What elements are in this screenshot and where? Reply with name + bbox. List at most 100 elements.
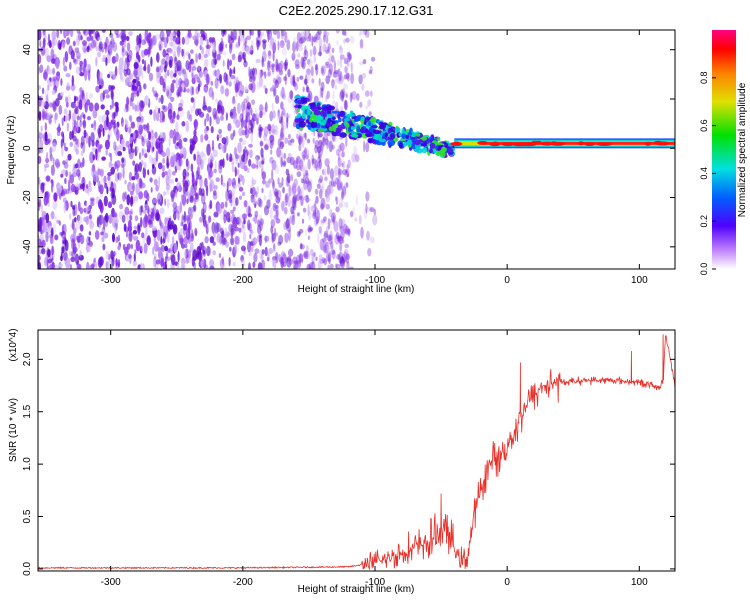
spectrogram-noise-blob xyxy=(243,60,248,68)
spectrogram-noise-blob xyxy=(198,70,203,78)
spectrogram-noise-blob xyxy=(297,53,301,58)
spectrogram-noise-blob xyxy=(307,210,312,221)
spectrogram-noise-blob xyxy=(346,51,351,58)
spectrogram-noise-blob xyxy=(150,56,153,67)
spectrogram-noise-blob xyxy=(89,93,94,99)
spectrogram-noise-blob xyxy=(63,115,66,122)
spectrogram-noise-blob xyxy=(62,232,65,241)
spectrogram-noise-blob xyxy=(366,206,372,213)
spectrogram-noise-blob xyxy=(51,142,57,153)
spectrogram-noise-blob xyxy=(122,192,126,202)
spectrogram-noise-blob xyxy=(99,184,104,195)
spectrogram-noise-blob xyxy=(232,262,236,267)
spectrogram-noise-blob xyxy=(108,71,114,76)
spectrogram-noise-blob xyxy=(351,153,356,163)
spectrogram-noise-blob xyxy=(288,153,292,162)
spectrogram-band-blob xyxy=(312,116,317,123)
spectrogram-noise-blob xyxy=(335,177,339,185)
spectrogram-noise-blob xyxy=(287,139,292,146)
spectrogram-noise-blob xyxy=(314,144,319,154)
spectrogram-noise-blob xyxy=(267,252,270,262)
spectrogram-noise-blob xyxy=(164,198,167,206)
spectrogram-noise-blob xyxy=(54,113,57,124)
spectrogram-noise-blob xyxy=(341,189,344,199)
spectrogram-noise-blob xyxy=(58,104,63,115)
spectrogram-noise-blob xyxy=(317,262,322,269)
spectrogram-noise-blob xyxy=(278,69,284,76)
spectrogram-noise-blob xyxy=(126,96,130,107)
spectrogram-noise-blob xyxy=(320,65,326,76)
spectrogram-noise-blob xyxy=(286,257,292,268)
spectrogram-noise-blob xyxy=(105,57,108,66)
spectrogram-noise-blob xyxy=(167,178,173,184)
spectrogram-noise-blob xyxy=(329,168,334,180)
spectrogram-noise-blob xyxy=(228,81,232,87)
spectrogram-noise-blob xyxy=(305,74,308,86)
spectrogram-noise-blob xyxy=(121,214,126,223)
spectrogram-noise-blob xyxy=(254,210,259,218)
spectrogram-noise-blob xyxy=(320,219,325,227)
spectrogram-band-blob xyxy=(372,129,380,135)
spectrogram-noise-blob xyxy=(317,178,323,184)
spectrogram-noise-blob xyxy=(337,153,340,162)
spectrogram-noise-blob xyxy=(196,251,202,260)
spectrogram-noise-blob xyxy=(159,30,165,42)
spectrogram-noise-blob xyxy=(137,224,141,236)
spectrogram-noise-blob xyxy=(96,216,100,228)
spectrogram-noise-blob xyxy=(136,101,140,112)
spectrogram-band-blob xyxy=(332,125,337,133)
spectrogram-noise-blob xyxy=(272,51,275,62)
spectrogram-noise-blob xyxy=(49,114,53,119)
spectrogram-noise-blob xyxy=(302,174,306,185)
spectrogram-noise-blob xyxy=(98,41,103,50)
spectrogram-noise-blob xyxy=(340,257,346,269)
spectrogram-noise-blob xyxy=(257,219,261,228)
spectrogram-noise-blob xyxy=(220,214,225,221)
spectrogram-noise-blob xyxy=(266,199,271,209)
spectrogram-noise-blob xyxy=(228,256,231,267)
spectrogram-noise-blob xyxy=(153,198,158,204)
spectrogram-noise-blob xyxy=(116,33,120,38)
spectrogram-noise-blob xyxy=(38,148,41,155)
spectrogram-noise-blob xyxy=(242,53,245,60)
spectrogram-noise-blob xyxy=(74,186,79,193)
spectrogram-noise-blob xyxy=(317,232,320,244)
spectrogram-noise-blob xyxy=(342,223,348,235)
spectrogram-noise-blob xyxy=(254,108,258,114)
spectrogram-noise-blob xyxy=(259,111,263,119)
spectrogram-noise-blob xyxy=(155,212,160,222)
spectrogram-noise-blob xyxy=(142,166,146,179)
spectrogram-noise-blob xyxy=(75,235,80,241)
spectrogram-noise-blob xyxy=(295,64,300,70)
spectrogram-noise-blob xyxy=(260,252,264,263)
spectrogram-noise-blob xyxy=(369,207,375,213)
spectrogram-noise-blob xyxy=(238,51,244,61)
spectrogram-noise-blob xyxy=(169,115,174,124)
spectrogram-noise-blob xyxy=(312,137,315,144)
spectrogram-noise-blob xyxy=(233,146,238,157)
spectrogram-noise-blob xyxy=(298,46,304,52)
spectrogram-noise-blob xyxy=(93,257,96,263)
spectrogram-noise-blob xyxy=(296,133,299,140)
spectrogram-noise-blob xyxy=(140,100,145,109)
spectrogram-noise-blob xyxy=(342,169,348,176)
spectrogram-noise-blob xyxy=(166,34,169,44)
spectrogram-noise-blob xyxy=(341,218,346,228)
spectrogram-noise-blob xyxy=(368,70,373,75)
spectrogram-noise-blob xyxy=(322,43,327,53)
spectrogram-noise-blob xyxy=(66,122,70,132)
spectrogram-noise-blob xyxy=(304,148,310,160)
spectrogram-noise-blob xyxy=(200,55,204,62)
spectrogram-noise-blob xyxy=(105,94,110,99)
spectrogram-noise-blob xyxy=(350,210,354,218)
spectrogram-noise-blob xyxy=(234,154,240,160)
spectrogram-noise-blob xyxy=(355,194,358,206)
carrier-line-hotspot xyxy=(512,142,529,147)
spectrogram-noise-blob xyxy=(149,177,153,183)
spectrogram-noise-blob xyxy=(104,212,109,223)
spectrogram-noise-blob xyxy=(242,231,247,243)
spectrogram-noise-blob xyxy=(293,110,297,114)
spectrogram-noise-blob xyxy=(91,123,94,129)
spectrogram-noise-blob xyxy=(284,207,288,215)
spectrogram-noise-blob xyxy=(324,188,328,198)
